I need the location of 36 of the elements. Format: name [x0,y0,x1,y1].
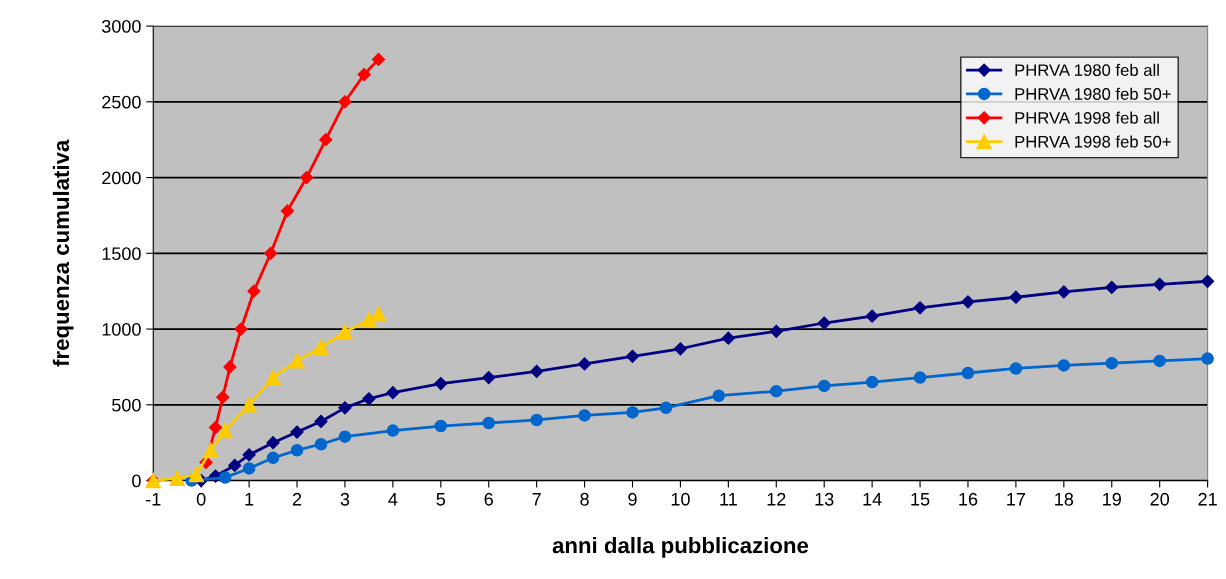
y-tick-label: 1000 [102,323,141,336]
x-tick-label: 21 [1198,492,1217,506]
x-tick-label: 4 [388,493,398,506]
x-tick-label: 19 [1103,492,1121,506]
x-tick-label: 8 [580,492,589,506]
x-tick-label: 1 [245,493,254,506]
y-tick-label: 2000 [102,171,141,185]
x-tick-label: 3 [340,492,350,506]
legend-label: PHRVA 1998 feb 50+ [1015,135,1171,148]
x-tick-label: 14 [863,493,882,506]
y-tick-label: 500 [112,398,141,412]
x-tick-label: -1 [146,493,161,506]
x-tick-label: 12 [767,492,786,506]
x-tick-label: 16 [959,492,978,506]
x-tick-label: 10 [671,492,690,506]
x-axis-title: anni dalla pubblicazione [552,536,809,558]
x-tick-label: 9 [628,492,637,506]
y-tick-label: 1500 [102,247,141,261]
legend-label: PHRVA 1980 feb 50+ [1015,87,1171,100]
y-tick-label: 3000 [101,19,141,33]
x-tick-label: 13 [815,492,834,506]
legend-label: PHRVA 1998 feb all [1015,111,1159,124]
x-tick-label: 7 [532,493,541,506]
x-tick-label: 0 [196,492,206,506]
x-tick-label: 6 [484,492,493,506]
y-tick-label: 0 [132,474,141,488]
x-tick-label: 17 [1007,493,1026,506]
y-axis-title: frequenza cumulativa [52,139,74,367]
x-tick-label: 18 [1055,492,1074,506]
y-tick-label: 2500 [102,95,141,109]
x-tick-label: 15 [911,493,930,506]
x-tick-label: 20 [1150,492,1170,506]
x-tick-label: 2 [292,492,302,506]
x-tick-label: 5 [436,493,446,506]
x-tick-label: 11 [720,493,737,506]
legend-label: PHRVA 1980 feb all [1015,63,1159,77]
